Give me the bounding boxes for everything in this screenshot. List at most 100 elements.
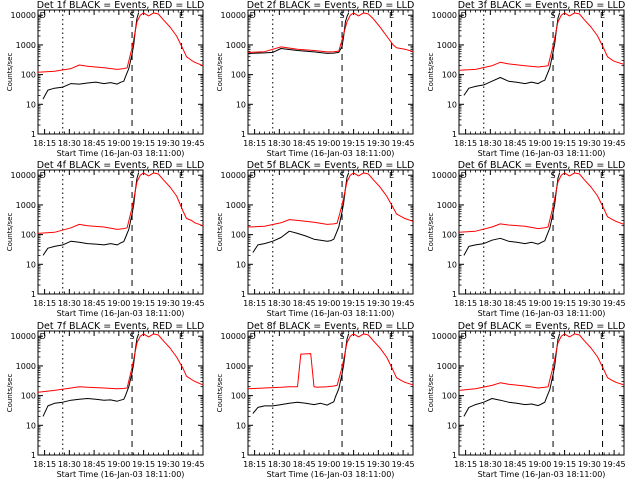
x-tick-label: 19:00	[107, 460, 130, 469]
chart-title: Det 2f BLACK = Events, RED = LLD	[247, 0, 415, 11]
x-tick-label: 18:15	[454, 460, 477, 469]
chart-title: Det 6f BLACK = Events, RED = LLD	[458, 160, 626, 171]
series-lld	[37, 333, 204, 393]
chart-title: Det 7f BLACK = Events, RED = LLD	[37, 321, 205, 332]
x-tick-label: 18:30	[479, 299, 502, 308]
y-tick-label: 10	[26, 100, 36, 109]
y-tick-label: 1	[452, 451, 457, 460]
x-tick-label: 19:30	[578, 139, 601, 148]
y-tick-label: 1000	[437, 41, 457, 50]
x-tick-label: 18:15	[454, 299, 477, 308]
x-tick-label: 18:30	[268, 460, 291, 469]
x-tick-label: 18:45	[504, 299, 527, 308]
x-tick-label: 19:45	[392, 460, 415, 469]
time-marker-s: S	[551, 171, 556, 180]
time-marker-e: E	[600, 171, 605, 180]
x-tick-label: 19:15	[342, 299, 365, 308]
time-marker-d: D	[40, 11, 46, 20]
y-tick-label: 1000	[16, 41, 36, 50]
y-axis-label: Counts/sec	[216, 374, 224, 413]
y-tick-label: 1	[31, 451, 36, 460]
series-lld	[458, 12, 625, 71]
x-tick-label: 19:00	[317, 460, 340, 469]
time-marker-e: E	[179, 332, 184, 341]
panel-det-8: Det 8f BLACK = Events, RED = LLD 1 10 100 10…	[216, 321, 415, 479]
y-tick-label: 10	[447, 421, 457, 430]
y-tick-label: 1000	[16, 201, 36, 210]
x-tick-label: 18:30	[58, 299, 81, 308]
time-marker-d: D	[461, 11, 467, 20]
x-tick-label: 18:30	[268, 139, 291, 148]
x-axis-label: Start Time (16-Jan-03 18:11:00)	[57, 309, 185, 318]
x-tick-label: 19:00	[528, 299, 551, 308]
time-marker-d: D	[40, 171, 46, 180]
x-tick-label: 18:45	[293, 460, 316, 469]
x-tick-label: 19:15	[342, 139, 365, 148]
x-tick-label: 19:30	[157, 139, 180, 148]
x-tick-label: 19:00	[107, 139, 130, 148]
y-tick-label: 1	[452, 130, 457, 139]
time-marker-s: S	[130, 332, 135, 341]
series-events	[252, 172, 350, 253]
y-tick-label: 10000	[432, 332, 457, 341]
x-tick-label: 18:15	[243, 299, 266, 308]
time-marker-d: D	[461, 332, 467, 341]
x-tick-label: 19:30	[367, 299, 390, 308]
x-tick-label: 18:15	[33, 139, 56, 148]
x-tick-label: 19:15	[132, 460, 155, 469]
time-marker-d: D	[461, 171, 467, 180]
series-events	[42, 333, 140, 417]
x-axis-label: Start Time (16-Jan-03 18:11:00)	[478, 149, 606, 158]
panel-det-6: Det 6f BLACK = Events, RED = LLD 1 10 100 10…	[427, 160, 626, 318]
time-marker-d: D	[250, 171, 256, 180]
y-tick-label: 1000	[16, 362, 36, 371]
y-tick-label: 10000	[11, 11, 36, 20]
series-events	[463, 172, 561, 256]
y-tick-label: 10000	[11, 332, 36, 341]
y-tick-label: 10000	[432, 11, 457, 20]
y-tick-label: 10	[236, 100, 246, 109]
y-tick-label: 10000	[221, 11, 246, 20]
chart-title: Det 4f BLACK = Events, RED = LLD	[37, 160, 205, 171]
y-tick-label: 100	[21, 392, 36, 401]
x-tick-label: 18:30	[58, 460, 81, 469]
y-tick-label: 10000	[11, 171, 36, 180]
panel-det-1: Det 1f BLACK = Events, RED = LLD 1 10 100 10…	[6, 0, 205, 158]
x-tick-label: 19:45	[603, 460, 626, 469]
y-axis-label: Counts/sec	[216, 213, 224, 252]
panel-det-5: Det 5f BLACK = Events, RED = LLD 1 10 100 10…	[216, 160, 415, 318]
plot-frame	[458, 330, 625, 456]
chart-title: Det 3f BLACK = Events, RED = LLD	[458, 0, 626, 11]
x-tick-label: 19:45	[182, 299, 205, 308]
y-tick-label: 1	[452, 290, 457, 299]
x-tick-label: 18:15	[454, 139, 477, 148]
y-axis-label: Counts/sec	[6, 213, 14, 252]
y-tick-label: 1	[241, 290, 246, 299]
x-tick-label: 19:30	[367, 460, 390, 469]
y-tick-label: 1000	[226, 201, 246, 210]
y-tick-label: 1000	[437, 362, 457, 371]
time-marker-s: S	[551, 11, 556, 20]
panel-det-2: Det 2f BLACK = Events, RED = LLD 1 10 100 10…	[216, 0, 415, 158]
plot-frame	[37, 169, 204, 295]
y-tick-label: 1000	[437, 201, 457, 210]
series-events	[252, 333, 350, 414]
x-tick-label: 18:45	[504, 460, 527, 469]
series-lld	[37, 12, 204, 73]
panel-det-3: Det 3f BLACK = Events, RED = LLD 1 10 100 10…	[427, 0, 626, 158]
x-tick-label: 19:00	[317, 299, 340, 308]
x-tick-label: 19:00	[317, 139, 340, 148]
plot-frame	[247, 9, 414, 135]
x-tick-label: 18:45	[504, 139, 527, 148]
time-marker-e: E	[389, 11, 394, 20]
y-tick-label: 1000	[226, 41, 246, 50]
x-tick-label: 19:45	[392, 139, 415, 148]
x-tick-label: 18:15	[243, 460, 266, 469]
time-marker-s: S	[340, 332, 345, 341]
chart-title: Det 8f BLACK = Events, RED = LLD	[247, 321, 415, 332]
time-marker-s: S	[340, 11, 345, 20]
y-tick-label: 1000	[226, 362, 246, 371]
x-tick-label: 19:30	[578, 460, 601, 469]
x-axis-label: Start Time (16-Jan-03 18:11:00)	[478, 470, 606, 479]
y-tick-label: 1	[241, 130, 246, 139]
